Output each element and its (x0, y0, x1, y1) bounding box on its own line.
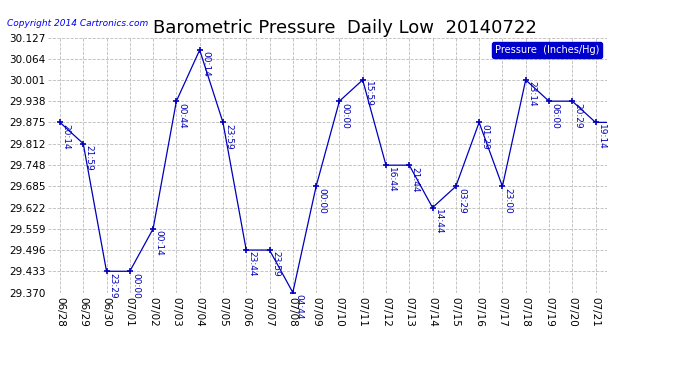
Legend: Pressure  (Inches/Hg): Pressure (Inches/Hg) (492, 42, 602, 58)
Text: 00:00: 00:00 (131, 273, 140, 298)
Text: 00:44: 00:44 (178, 102, 187, 128)
Text: Barometric Pressure  Daily Low  20140722: Barometric Pressure Daily Low 20140722 (153, 19, 537, 37)
Text: 23:59: 23:59 (224, 124, 233, 150)
Text: 19:14: 19:14 (597, 124, 606, 150)
Text: 16:44: 16:44 (387, 166, 396, 192)
Text: 15:59: 15:59 (364, 81, 373, 107)
Text: 23:44: 23:44 (248, 252, 257, 277)
Text: 06:00: 06:00 (551, 102, 560, 128)
Text: 20:29: 20:29 (573, 102, 582, 128)
Text: 01:29: 01:29 (480, 124, 489, 150)
Text: 00:00: 00:00 (317, 188, 326, 214)
Text: 23:14: 23:14 (527, 81, 536, 107)
Text: 23:59: 23:59 (271, 252, 280, 277)
Text: 03:29: 03:29 (457, 188, 466, 213)
Text: 00:29: 00:29 (0, 374, 1, 375)
Text: Copyright 2014 Cartronics.com: Copyright 2014 Cartronics.com (7, 19, 148, 28)
Text: 04:44: 04:44 (294, 294, 303, 320)
Text: 20:14: 20:14 (61, 124, 70, 149)
Text: 21:59: 21:59 (85, 145, 94, 171)
Text: 00:00: 00:00 (341, 102, 350, 128)
Text: 14:44: 14:44 (434, 209, 443, 234)
Text: 23:00: 23:00 (504, 188, 513, 213)
Text: 21:44: 21:44 (411, 166, 420, 192)
Text: 00:14: 00:14 (201, 51, 210, 77)
Text: 23:29: 23:29 (108, 273, 117, 298)
Text: 00:14: 00:14 (155, 230, 164, 256)
